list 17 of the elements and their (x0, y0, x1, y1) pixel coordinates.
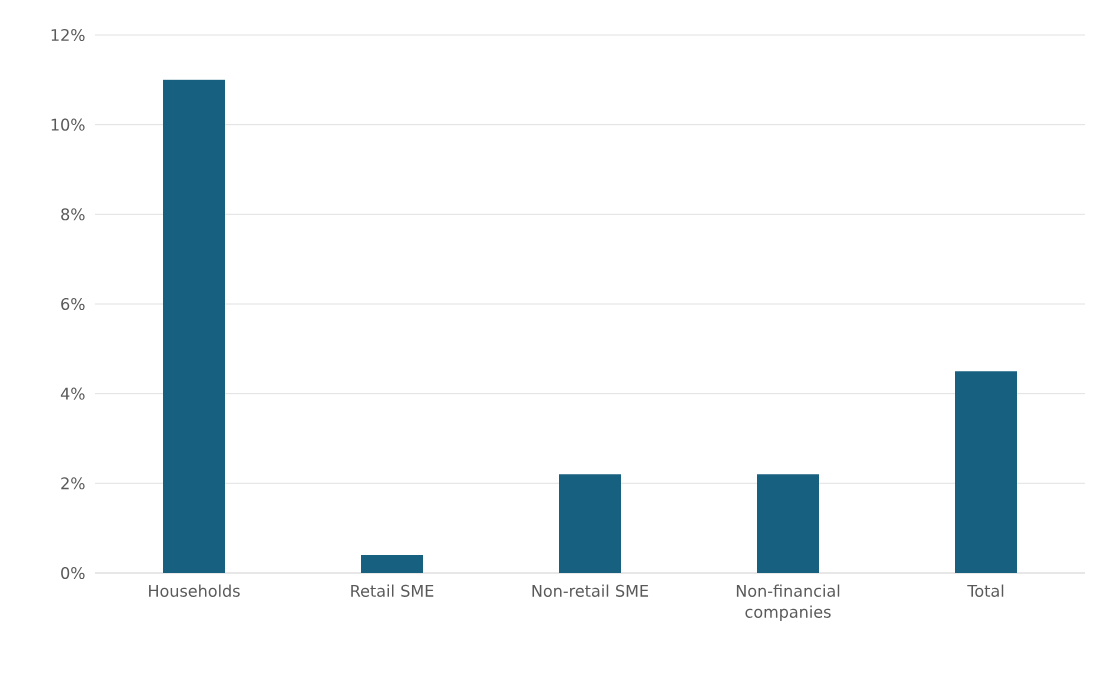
x-tick-label: Total (967, 584, 1004, 597)
bar (955, 371, 1017, 573)
x-tick-label: Retail SME (351, 584, 434, 597)
bar (163, 79, 226, 573)
y-tick-label: 8% (61, 208, 85, 221)
x-tick-label: Non-retail SME (532, 584, 649, 597)
y-tick-label: 12% (51, 28, 85, 42)
bar (559, 474, 622, 573)
x-tick-label: Non-financial companies (736, 584, 840, 621)
x-tick-label: Households (149, 584, 240, 597)
bar (757, 474, 820, 573)
y-tick-label: 4% (60, 387, 85, 400)
y-tick-label: 6% (61, 297, 85, 311)
y-tick-label: 2% (61, 477, 85, 490)
bar (361, 555, 424, 573)
y-tick-label: 10% (51, 118, 85, 131)
y-tick-label: 0% (61, 566, 85, 580)
